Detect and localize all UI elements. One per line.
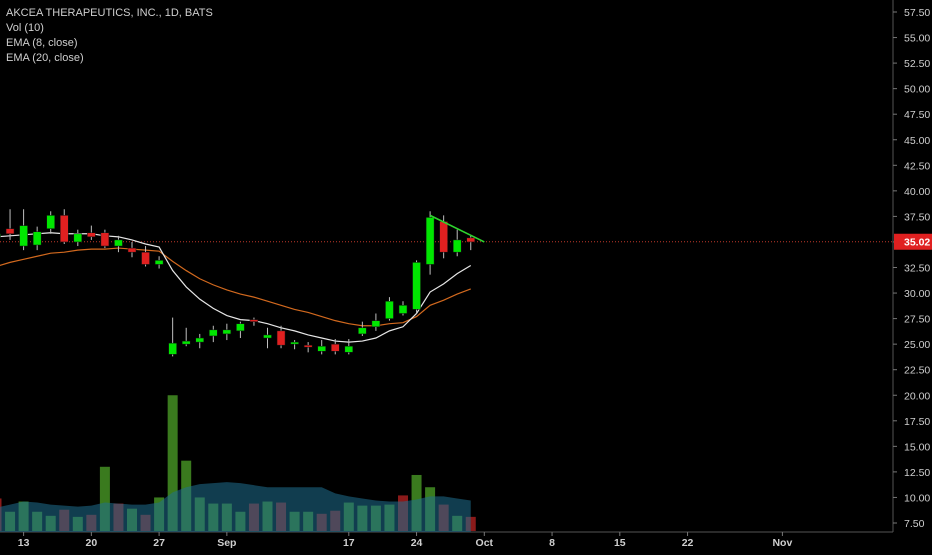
ema20-indicator-label[interactable]: EMA (20, close) [6, 52, 84, 64]
volume-ma-area [0, 482, 471, 532]
candle-body [236, 323, 245, 332]
price-tick-label: 40.00 [904, 186, 930, 198]
candle-body [87, 232, 96, 238]
candle-body [195, 337, 204, 343]
time-tick-label: 13 [18, 537, 30, 549]
candle-body [249, 319, 259, 322]
candle-body [439, 221, 448, 253]
candle-body [263, 334, 272, 339]
price-tick-label: 20.00 [904, 390, 930, 402]
ema8-line [0, 232, 472, 343]
last-price-badge [894, 233, 932, 250]
candle-body [425, 217, 435, 265]
candle-body [466, 237, 475, 243]
volume-bar [167, 395, 178, 531]
candle-body [358, 327, 367, 335]
price-tick-label: 55.00 [904, 33, 930, 45]
volume-indicator-label[interactable]: Vol (10) [6, 22, 44, 34]
price-tick-label: 22.50 [904, 365, 930, 377]
candle-body [46, 215, 55, 229]
time-tick-label: 27 [153, 537, 165, 549]
candle-body [100, 232, 110, 247]
price-tick-label: 25.00 [904, 339, 930, 351]
candle-body [222, 329, 232, 335]
candle-body [154, 260, 164, 265]
time-tick-label: 8 [549, 537, 555, 549]
price-tick-label: 30.00 [904, 288, 930, 300]
candle-body [19, 225, 28, 247]
candle-body [344, 345, 354, 353]
candle-body [303, 344, 313, 348]
price-tick-label: 32.50 [904, 263, 930, 275]
candle-body [276, 330, 286, 346]
candle-body [60, 215, 69, 243]
candle-body [452, 239, 462, 253]
time-tick-label: Nov [772, 537, 792, 549]
price-tick-label: 42.50 [904, 160, 930, 172]
candle-body [385, 300, 394, 319]
time-tick-label: Sep [217, 537, 236, 549]
price-tick-label: 15.00 [904, 441, 930, 453]
volume-bar [99, 466, 110, 531]
candle-body [398, 305, 408, 314]
candle-body [371, 320, 381, 328]
symbol-title: AKCEA THERAPEUTICS, INC., 1D, BATS [6, 7, 213, 19]
ema20-line [0, 247, 471, 327]
candle-body [317, 345, 326, 352]
candle-body [168, 342, 177, 355]
time-tick-label: 24 [411, 537, 423, 549]
price-tick-label: 52.50 [904, 58, 930, 70]
time-tick-label: 15 [614, 537, 626, 549]
price-tick-label: 50.00 [904, 84, 930, 96]
price-tick-label: 37.50 [904, 211, 930, 223]
candle-body [141, 251, 150, 265]
price-tick-label: 45.00 [904, 135, 930, 147]
candle-body [127, 247, 137, 253]
candle-body [331, 343, 340, 352]
candle-body [73, 233, 83, 243]
candle-body [181, 340, 191, 345]
price-tick-label: 12.50 [904, 467, 930, 479]
candle-body [0, 233, 1, 238]
candle-body [209, 329, 218, 337]
price-tick-label: 27.50 [904, 314, 930, 326]
time-tick-label: Oct [476, 537, 494, 549]
candle-body [412, 262, 421, 310]
candle-body [32, 231, 42, 246]
chart-legend: AKCEA THERAPEUTICS, INC., 1D, BATS Vol (… [6, 6, 213, 66]
time-tick-label: 17 [343, 537, 355, 549]
last-price-label: 35.02 [904, 237, 930, 249]
time-tick-label: 20 [86, 537, 98, 549]
candle-body [5, 228, 15, 235]
candle-body [290, 341, 299, 345]
candle-body [114, 239, 123, 247]
ema8-indicator-label[interactable]: EMA (8, close) [6, 37, 78, 49]
price-tick-label: 10.00 [904, 492, 930, 504]
price-tick-label: 7.50 [904, 518, 925, 530]
drawn-trendline [429, 214, 485, 243]
price-tick-label: 17.50 [904, 416, 930, 428]
price-tick-label: 47.50 [904, 109, 930, 121]
price-tick-label: 57.50 [904, 7, 930, 19]
time-tick-label: 22 [682, 537, 694, 549]
